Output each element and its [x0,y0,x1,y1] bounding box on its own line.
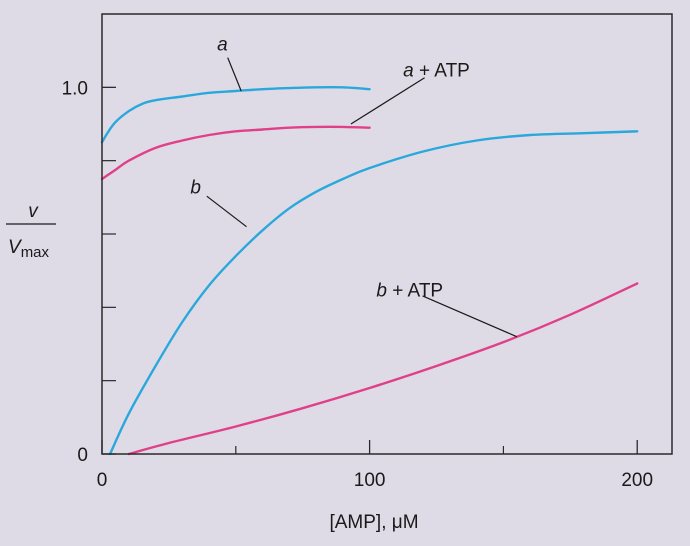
y-axis-label-denominator-main: V [8,237,23,258]
plot-area [102,14,672,454]
annotation-a-plus-atp-leader [350,77,425,125]
annotation-a-leader [227,57,242,92]
annotation-a-label: a [217,35,228,56]
x-tick-label: 200 [621,470,653,491]
series-a-line [100,85,371,144]
annotation-b-label: b [190,178,201,199]
annotation-a-plus-atp-label: a + ATP [403,60,470,81]
y-tick-label: 0 [77,445,88,466]
series-b-line [108,130,639,456]
annotation-b-leader [206,195,247,228]
annotation-layer: a a + ATP b b + ATP [190,35,518,338]
y-axis-label-denominator: Vmax [8,237,50,261]
annotation-b-plus-atp-label: b + ATP [376,280,443,301]
y-axis-label: v Vmax [6,201,56,261]
series-layer [100,85,639,456]
annotation-b-plus-atp-leader [422,295,518,338]
x-tick-label: 100 [354,470,386,491]
x-axis-label: [AMP], μM [329,512,418,533]
y-tick-label: 1.0 [62,78,88,99]
tick-layer: 0 100 200 0 1.0 [62,78,653,491]
series-b-plus-atp-line [127,282,639,456]
x-tick-label: 0 [97,470,108,491]
y-axis-label-numerator: v [28,201,39,222]
y-axis-label-denominator-sub: max [21,244,50,261]
series-a-plus-atp-line [100,125,371,181]
